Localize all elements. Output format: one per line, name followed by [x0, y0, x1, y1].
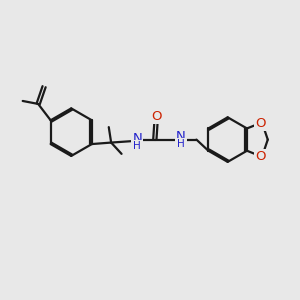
Text: H: H [134, 140, 141, 151]
Text: O: O [152, 110, 162, 123]
Text: O: O [255, 117, 265, 130]
Text: H: H [177, 139, 185, 149]
Text: N: N [176, 130, 186, 143]
Text: O: O [255, 150, 265, 163]
Text: N: N [132, 132, 142, 145]
